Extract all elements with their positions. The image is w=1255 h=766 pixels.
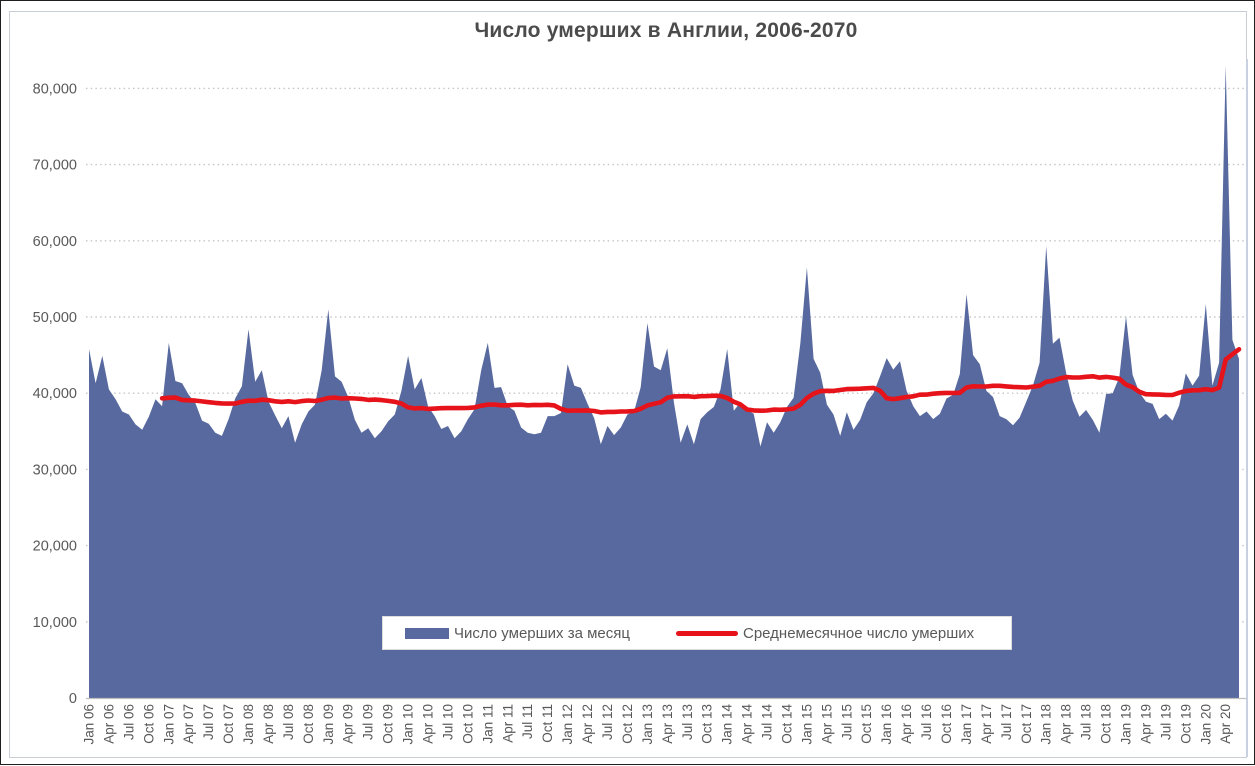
chart-title: Число умерших в Англии, 2006-2070 (474, 19, 858, 42)
x-tick-label: Apr 17 (979, 704, 994, 744)
x-tick-label: Jul 10 (441, 704, 456, 740)
x-tick-label: Apr 09 (341, 704, 356, 744)
x-tick-label: Oct 10 (460, 704, 475, 744)
x-tick-label: Apr 19 (1138, 704, 1153, 744)
x-tick-label: Jul 08 (281, 704, 296, 740)
y-tick-label: 10,000 (33, 615, 77, 631)
x-tick-label: Oct 18 (1099, 704, 1114, 744)
x-tick-label: Jul 15 (839, 704, 854, 740)
x-tick-label: Jul 18 (1079, 704, 1094, 740)
x-tick-label: Jul 07 (201, 704, 216, 740)
y-tick-label: 40,000 (33, 386, 77, 402)
x-tick-label: Oct 09 (381, 704, 396, 744)
x-tick-label: Apr 16 (899, 704, 914, 744)
y-tick-label: 70,000 (33, 158, 77, 174)
x-tick-label: Apr 11 (500, 704, 515, 743)
x-tick-label: Jul 14 (760, 704, 775, 741)
x-tick-label: Jan 07 (161, 704, 176, 745)
x-tick-label: Oct 14 (780, 704, 795, 744)
x-tick-label: Oct 15 (859, 704, 874, 744)
x-tick-label: Jan 14 (720, 704, 735, 745)
y-tick-label: 20,000 (33, 539, 77, 555)
area-series-swatch (405, 627, 449, 639)
x-tick-label: Apr 15 (819, 704, 834, 744)
x-tick-label: Oct 19 (1178, 704, 1193, 744)
x-tick-label: Oct 11 (540, 704, 555, 743)
y-tick-label: 30,000 (33, 462, 77, 478)
legend-label-average-deaths: Среднемесячное число умерших (742, 624, 975, 642)
x-tick-label: Jan 11 (480, 704, 495, 744)
x-tick-label: Jan 15 (799, 704, 814, 745)
x-tick-label: Jan 17 (959, 704, 974, 745)
x-tick-label: Jul 19 (1158, 704, 1173, 740)
x-tick-label: Jul 11 (520, 704, 535, 739)
x-tick-label: Oct 06 (141, 704, 156, 744)
x-tick-label: Apr 13 (660, 704, 675, 744)
y-tick-label: 60,000 (33, 234, 77, 250)
x-tick-label: Apr 10 (421, 704, 436, 744)
x-tick-label: Oct 07 (221, 704, 236, 744)
legend-label-monthly-deaths: Число умерших за месяц (454, 624, 630, 642)
x-tick-label: Jul 06 (121, 704, 136, 740)
x-tick-label: Apr 20 (1218, 704, 1233, 744)
x-tick-label: Jan 12 (560, 704, 575, 745)
legend-item-monthly-deaths: Число умерших за месяц (405, 625, 630, 642)
x-tick-label: Jan 10 (401, 704, 416, 745)
x-tick-label: Jan 06 (82, 704, 97, 745)
average-deaths-line-series (159, 347, 1242, 415)
x-tick-label: Jan 20 (1198, 704, 1213, 745)
x-tick-label: Jul 16 (919, 704, 934, 740)
legend-item-average-deaths: Среднемесячное число умерших (675, 624, 975, 642)
y-tick-label: 50,000 (33, 310, 77, 326)
x-tick-label: Jan 09 (321, 704, 336, 745)
chart-legend: Число умерших за месяц Среднемесячное чи… (382, 616, 1012, 650)
x-tick-label: Jan 08 (241, 704, 256, 745)
x-tick-label: Jan 13 (640, 704, 655, 745)
x-tick-label: Oct 16 (939, 704, 954, 744)
x-tick-label: Apr 07 (181, 704, 196, 744)
x-tick-label: Apr 18 (1059, 704, 1074, 744)
x-tick-label: Jan 19 (1119, 704, 1134, 745)
x-tick-label: Oct 13 (700, 704, 715, 744)
y-tick-label: 0 (69, 691, 77, 707)
x-tick-label: Jan 16 (879, 704, 894, 745)
x-tick-label: Apr 14 (740, 704, 755, 744)
x-tick-label: Jan 18 (1039, 704, 1054, 745)
monthly-deaths-area-series (89, 65, 1239, 698)
x-tick-label: Jul 17 (999, 704, 1014, 740)
average-line-swatch (675, 630, 738, 636)
x-tick-label: Apr 08 (261, 704, 276, 744)
x-tick-label: Jul 13 (680, 704, 695, 740)
x-tick-label: Oct 08 (301, 704, 316, 744)
x-tick-label: Jul 09 (361, 704, 376, 740)
x-tick-label: Apr 06 (101, 704, 116, 744)
y-tick-label: 80,000 (33, 81, 77, 97)
x-tick-label: Oct 17 (1019, 704, 1034, 744)
x-tick-label: Jul 12 (600, 704, 615, 740)
x-tick-label: Oct 12 (620, 704, 635, 744)
x-tick-label: Apr 12 (580, 704, 595, 744)
